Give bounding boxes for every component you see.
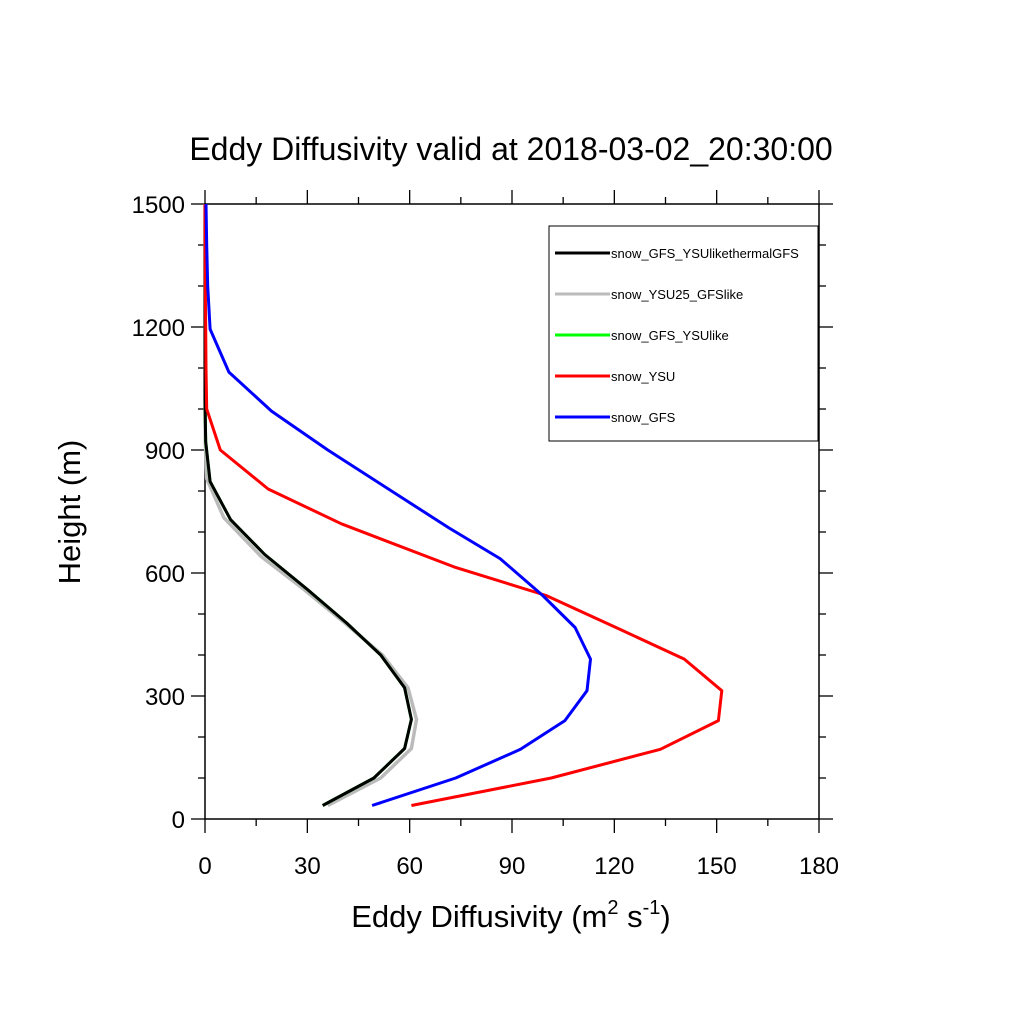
x-tick-label: 120: [594, 853, 634, 880]
y-tick-label: 1200: [132, 315, 185, 342]
y-tick-label: 600: [145, 561, 185, 588]
x-tick-label: 0: [198, 853, 211, 880]
x-axis-label-mid: s: [618, 899, 642, 934]
x-axis-label-end: ): [660, 899, 670, 934]
legend-label: snow_GFS: [611, 410, 676, 425]
axis-ticks: [191, 190, 833, 833]
x-tick-labels: 0 30 60 90 120 150 180: [198, 853, 839, 880]
legend: snow_GFS_YSUlikethermalGFS snow_YSU25_GFS…: [548, 225, 819, 442]
y-tick-labels: 0 300 600 900 1200 1500: [132, 192, 185, 834]
legend-label: snow_YSU25_GFSlike: [611, 287, 743, 302]
chart-title: Eddy Diffusivity valid at 2018-03-02_20:…: [189, 131, 832, 167]
legend-label: snow_YSU: [611, 369, 675, 384]
y-tick-label: 1500: [132, 192, 185, 219]
x-tick-label: 90: [499, 853, 526, 880]
legend-label: snow_GFS_YSUlike: [611, 328, 729, 343]
x-axis-label-sup2: -1: [643, 897, 661, 919]
y-tick-label: 0: [172, 807, 185, 834]
x-tick-label: 60: [396, 853, 423, 880]
series-line: [203, 203, 724, 807]
x-axis-label-sup1: 2: [607, 897, 618, 919]
series-lines: [203, 203, 724, 808]
x-tick-label: 30: [294, 853, 321, 880]
series-line: [203, 204, 413, 807]
x-tick-label: 180: [799, 853, 839, 880]
series-line: [204, 203, 592, 807]
y-axis-label: Height (m): [52, 440, 87, 585]
x-axis-label-text: Eddy Diffusivity (m: [351, 899, 607, 934]
series-line: [203, 204, 419, 808]
series-line: [203, 204, 413, 807]
y-tick-label: 300: [145, 684, 185, 711]
legend-label: snow_GFS_YSUlikethermalGFS: [611, 246, 799, 261]
x-axis-label: Eddy Diffusivity (m2 s-1): [351, 897, 670, 934]
x-tick-label: 150: [697, 853, 737, 880]
y-tick-label: 900: [145, 438, 185, 465]
